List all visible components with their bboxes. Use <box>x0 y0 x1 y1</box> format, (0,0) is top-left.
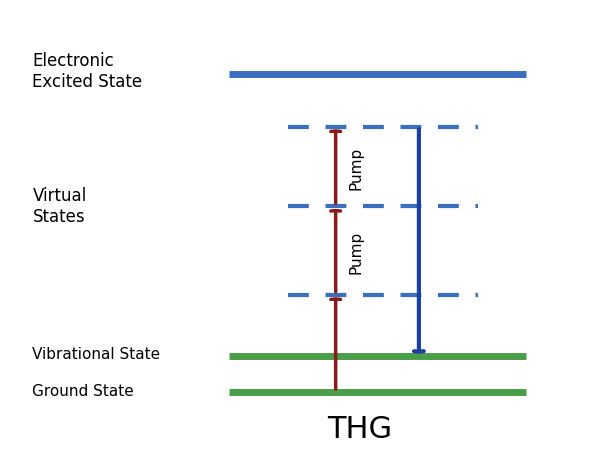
Text: THG: THG <box>327 415 392 444</box>
Text: Virtual
States: Virtual States <box>32 187 87 225</box>
Text: Pump: Pump <box>349 231 364 274</box>
Text: Electronic
Excited State: Electronic Excited State <box>32 52 143 91</box>
Text: Vibrational State: Vibrational State <box>32 346 161 362</box>
Text: Pump: Pump <box>349 147 364 190</box>
Text: Ground State: Ground State <box>32 384 134 399</box>
